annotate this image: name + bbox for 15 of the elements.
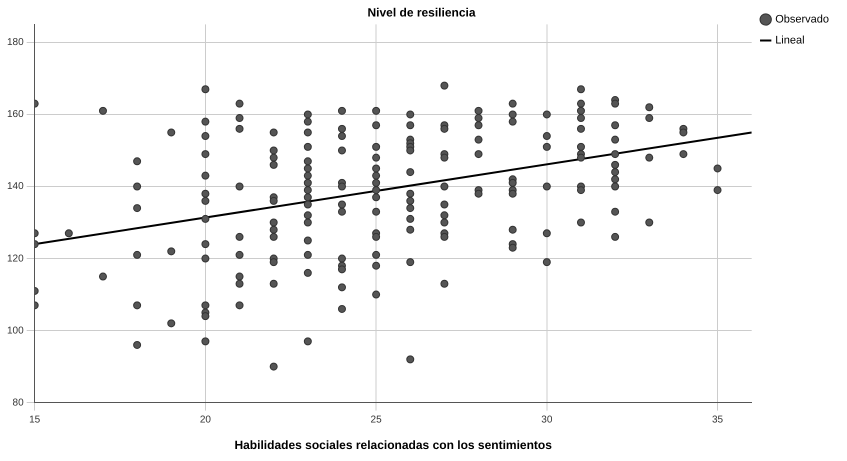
y-tick-label: 100 — [6, 325, 24, 336]
x-tick-label: 35 — [712, 414, 724, 426]
x-tick-label: 20 — [200, 414, 212, 426]
x-tick-label: 30 — [541, 414, 553, 426]
y-tick-label: 80 — [12, 397, 24, 408]
y-tick-label: 160 — [6, 109, 24, 120]
y-tick-label: 180 — [6, 37, 24, 48]
legend-label: Observado — [775, 14, 830, 26]
chart-title: Nivel de resiliencia — [367, 6, 476, 20]
x-tick-label: 15 — [29, 414, 41, 426]
x-tick-label: 25 — [370, 414, 382, 426]
y-tick-label: 140 — [6, 181, 24, 192]
y-tick-label: 120 — [6, 253, 24, 264]
legend-label: Lineal — [775, 34, 805, 47]
x-axis-title: Habilidades sociales relacionadas con los sentimientos — [234, 438, 552, 452]
